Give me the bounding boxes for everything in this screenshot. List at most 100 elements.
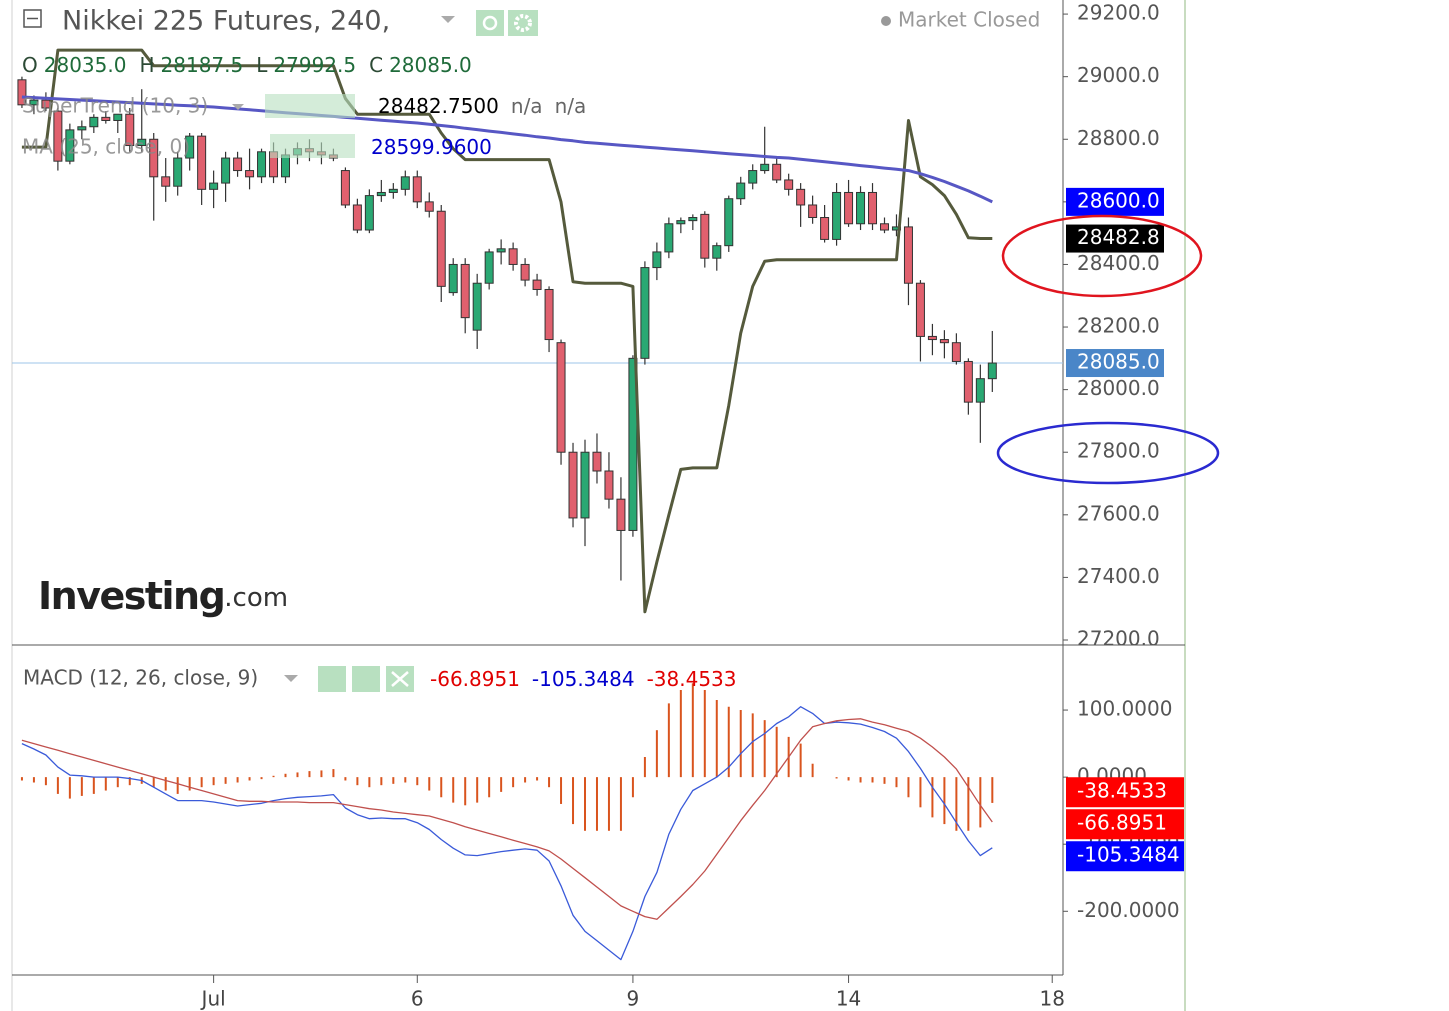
indicator-name: MA (25, close, 0)	[22, 135, 190, 159]
candle-body	[915, 282, 925, 337]
candle-body	[209, 182, 219, 190]
y-tick-label: 28200.0	[1077, 314, 1160, 338]
candle-body	[580, 451, 590, 519]
y-tick-label: 27400.0	[1077, 564, 1160, 588]
settings-icon[interactable]	[508, 10, 538, 36]
candle-body	[472, 282, 482, 331]
candle-body	[640, 267, 650, 359]
annotation-ellipse	[996, 421, 1220, 485]
macd-axis-label-box	[1066, 841, 1184, 872]
settings-icon-glyph	[514, 14, 532, 32]
candle-body	[161, 176, 171, 187]
dropdown-caret[interactable]	[441, 16, 455, 23]
candle-body	[424, 201, 434, 212]
candle-body	[484, 251, 494, 284]
indicator-icons[interactable]	[270, 134, 355, 158]
ohlc-label: O	[22, 53, 38, 77]
x-tick-label: 18	[1039, 987, 1064, 1011]
candle-body	[604, 470, 614, 500]
candle-body	[17, 79, 27, 106]
candle-body	[233, 157, 243, 172]
candle-body	[400, 176, 410, 190]
candle-body	[616, 498, 626, 531]
candle-body	[388, 188, 398, 193]
candle-body	[149, 138, 159, 178]
macd-values: -66.8951 -105.3484 -38.4533	[430, 667, 737, 691]
eye-icon[interactable]	[318, 666, 346, 692]
candle-body	[652, 251, 662, 269]
dropdown-caret[interactable]	[232, 104, 244, 110]
candle-body	[412, 176, 422, 203]
ma-line	[21, 95, 993, 204]
chart-title: Nikkei 225 Futures, 240,	[62, 6, 390, 37]
macd-title: MACD (12, 26, close, 9)	[23, 666, 258, 690]
candle-body	[532, 279, 542, 290]
candle-body	[903, 226, 913, 284]
candle-body	[245, 170, 255, 178]
logo-suffix: .com	[224, 583, 288, 613]
candle-body	[927, 335, 937, 341]
indicator-icons[interactable]	[265, 94, 355, 118]
candle-body	[281, 154, 291, 178]
ohlc-value: 28187.5	[161, 53, 244, 77]
candle-body	[820, 217, 830, 240]
indicator-value: 28599.9600	[371, 135, 492, 159]
market-status: Market Closed	[898, 8, 1040, 32]
supertrend-line	[21, 48, 993, 614]
indicator-extra: n/a	[511, 94, 543, 118]
candle-body	[352, 204, 362, 231]
candle-body	[748, 170, 758, 184]
y-tick-label: 100.0000	[1077, 697, 1172, 721]
logo: Investing.com	[38, 574, 288, 618]
candle-body	[987, 362, 997, 380]
candle-body	[520, 263, 530, 281]
indicator-name: SuperTrend (10, 3)	[22, 94, 208, 118]
collapse-icon[interactable]	[23, 9, 42, 28]
annotation-ellipse	[1001, 214, 1203, 298]
macd-axis-label: -66.8951	[1077, 811, 1167, 835]
y-tick-label: 27200.0	[1077, 626, 1160, 650]
settings-icon[interactable]	[352, 666, 380, 692]
price-axis: 27200.0 27400.0 27600.0 27800.0 28000.0 28200…	[1063, 1, 1160, 650]
candle-body	[376, 191, 386, 197]
candle-body	[879, 223, 889, 231]
ohlc-value: 28035.0	[44, 53, 127, 77]
candle-body	[173, 157, 183, 187]
ohlc-value: 27992.5	[273, 53, 356, 77]
dropdown-caret[interactable]	[284, 675, 298, 682]
ohlc-value: 28085.0	[389, 53, 472, 77]
candle-body	[951, 342, 961, 362]
logo-main: Investing	[38, 574, 224, 618]
candle-body	[975, 378, 985, 403]
candle-body	[712, 245, 722, 259]
y-tick-label: 27600.0	[1077, 501, 1160, 525]
supertrend-axis-label-box	[1066, 224, 1164, 253]
last-price-label-box	[1066, 349, 1164, 378]
candle-body	[808, 204, 818, 219]
candle-body	[724, 198, 734, 247]
indicator-value: 28482.7500 n/a n/a	[378, 94, 586, 118]
candle-body	[257, 151, 267, 178]
candle-body	[496, 248, 506, 253]
candle-body	[628, 357, 638, 531]
y-tick-label: 28800.0	[1077, 126, 1160, 150]
x-tick-label: 14	[836, 987, 861, 1011]
ohlc-label: C	[369, 53, 383, 77]
candle-body	[460, 263, 470, 319]
indicator-value-number: 28599.9600	[371, 135, 492, 159]
candle-body	[760, 163, 770, 172]
ma-axis-label-box	[1066, 187, 1164, 216]
macd-axis-label-box	[1066, 809, 1184, 840]
macd-value: -66.8951	[430, 667, 520, 691]
eye-icon[interactable]	[476, 10, 504, 36]
y-tick-label: 29200.0	[1077, 1, 1160, 25]
candle-body	[340, 170, 350, 206]
candle-body	[736, 182, 746, 200]
macd-value: -105.3484	[532, 667, 635, 691]
candle-body	[568, 451, 578, 519]
candle-body	[221, 157, 231, 184]
candle-body	[137, 138, 147, 147]
